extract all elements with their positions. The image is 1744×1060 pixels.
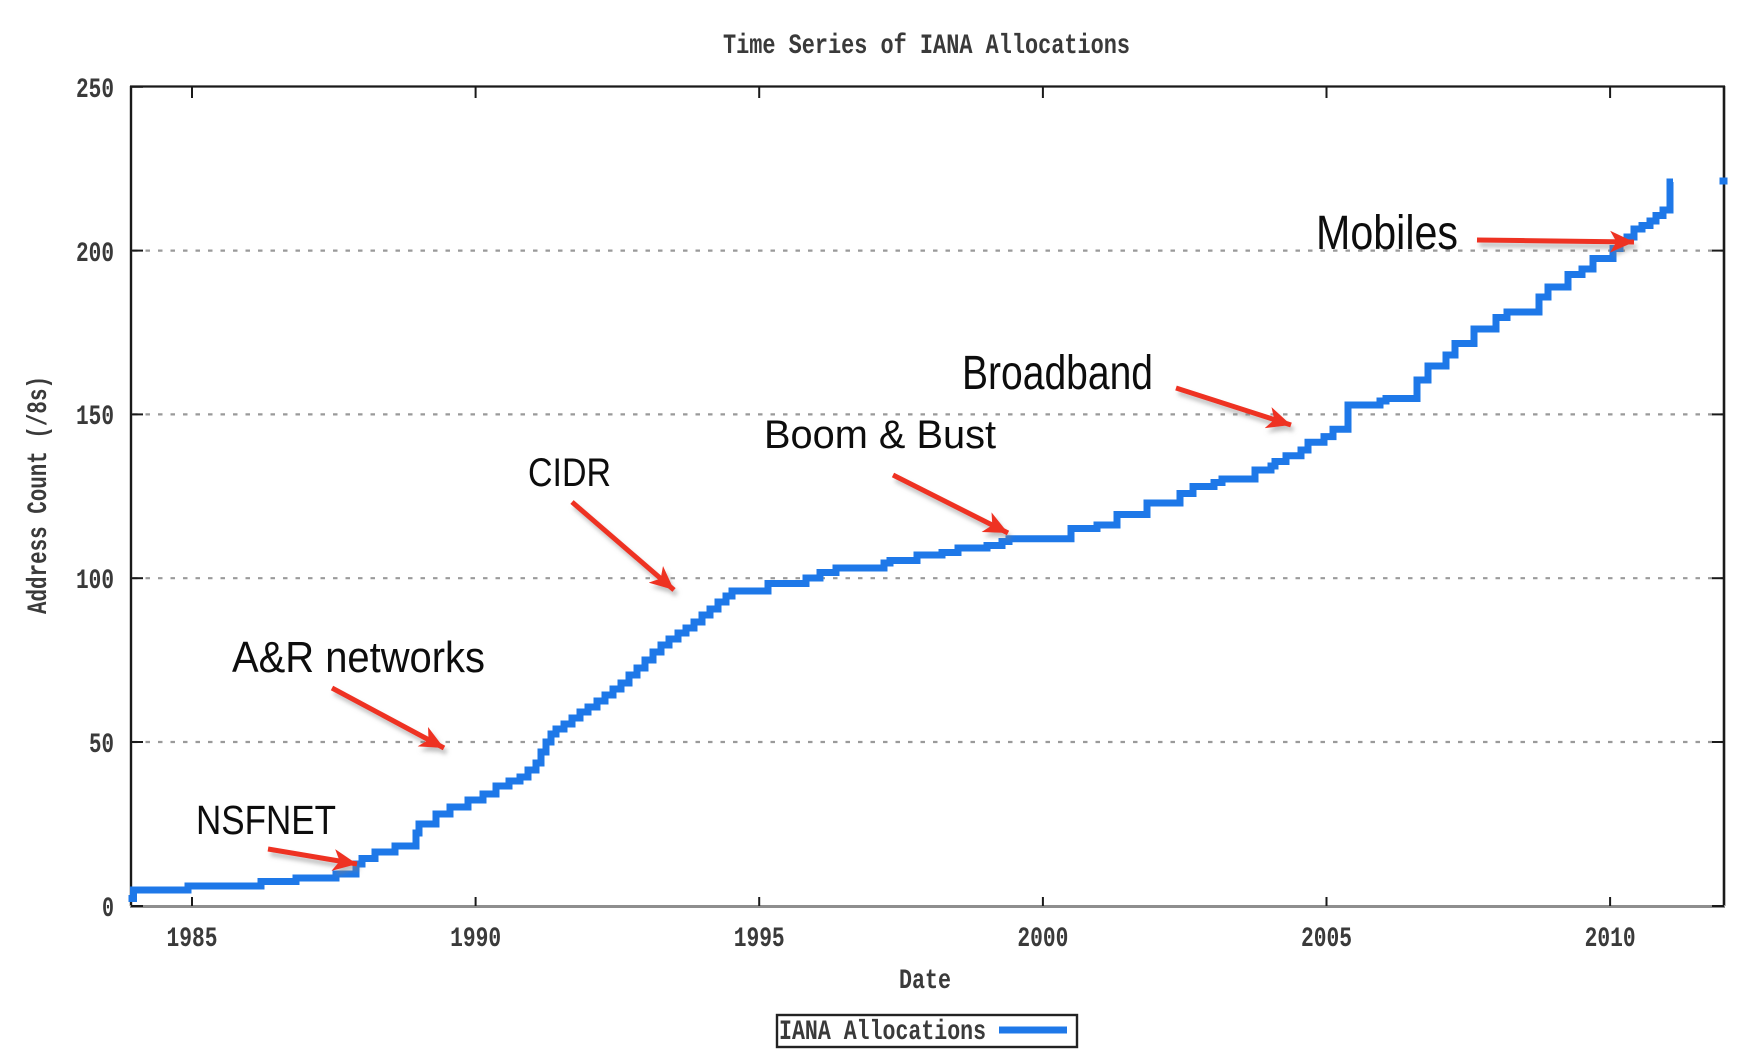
svg-text:Boom & Bust: Boom & Bust	[764, 413, 996, 457]
svg-text:250: 250	[76, 75, 114, 106]
svg-text:CIDR: CIDR	[528, 451, 611, 495]
svg-text:2000: 2000	[1017, 924, 1068, 955]
svg-text:IANA Allocations: IANA Allocations	[779, 1017, 986, 1048]
svg-text:Broadband: Broadband	[962, 347, 1153, 400]
svg-text:50: 50	[89, 730, 114, 761]
svg-text:Time Series of IANA Allocation: Time Series of IANA Allocations	[723, 31, 1130, 62]
svg-text:0: 0	[102, 894, 114, 925]
svg-text:100: 100	[76, 566, 114, 597]
svg-text:1985: 1985	[167, 924, 218, 955]
svg-text:2005: 2005	[1301, 924, 1352, 955]
svg-text:Date: Date	[899, 966, 951, 997]
svg-text:Address Count (/8s): Address Count (/8s)	[24, 376, 55, 614]
svg-text:2010: 2010	[1585, 924, 1636, 955]
svg-text:Mobiles: Mobiles	[1316, 207, 1458, 260]
svg-text:NSFNET: NSFNET	[196, 797, 336, 843]
svg-text:1995: 1995	[734, 924, 785, 955]
svg-text:A&R networks: A&R networks	[232, 633, 485, 682]
svg-text:200: 200	[76, 239, 114, 270]
svg-text:150: 150	[76, 402, 114, 433]
svg-text:1990: 1990	[450, 924, 501, 955]
